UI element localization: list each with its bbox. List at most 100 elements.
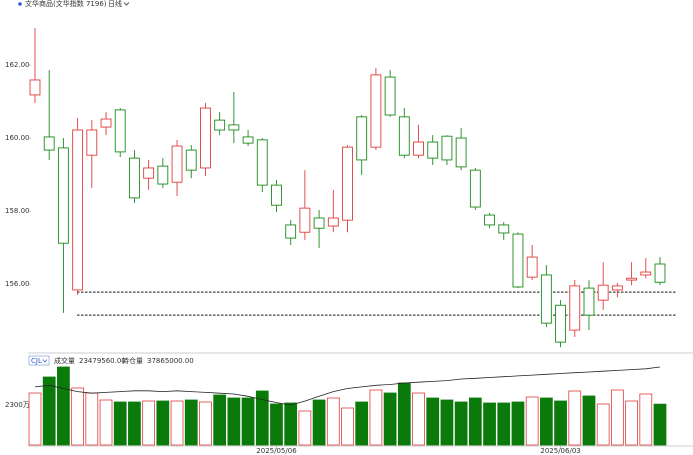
candle-body <box>299 207 311 233</box>
candle-body <box>555 304 566 343</box>
x-tick-label: 2025/06/03 <box>540 447 580 455</box>
volume-bar <box>454 401 468 446</box>
candle-body <box>43 136 55 151</box>
volume-bar <box>270 403 283 446</box>
candle-body <box>285 224 297 239</box>
volume-bar <box>440 399 454 446</box>
candle-body <box>327 217 339 227</box>
candle-body <box>100 118 112 128</box>
volume-bar <box>241 397 255 446</box>
volume-bar <box>596 403 610 446</box>
indicator-arrow[interactable] <box>42 359 48 363</box>
candle-body <box>540 274 552 324</box>
candle-body <box>398 116 410 156</box>
volume-bar <box>369 389 383 446</box>
volume-bar <box>199 401 212 446</box>
candle-body <box>228 124 240 131</box>
volume-bar <box>539 397 553 446</box>
volume-bar <box>255 390 269 446</box>
volume-bar <box>298 410 312 446</box>
volume-bar <box>582 395 596 446</box>
candle-body <box>526 256 538 278</box>
candle-body <box>114 109 126 153</box>
volume-bar <box>42 376 56 446</box>
volume-bar <box>525 396 539 446</box>
candle-body <box>29 79 41 96</box>
candle-body <box>654 263 666 283</box>
candle-body <box>271 184 282 206</box>
volume-bar <box>142 400 156 446</box>
candle-body <box>427 141 439 159</box>
volume-bar <box>383 392 397 446</box>
volume-bar <box>284 402 298 446</box>
candle-body <box>597 284 609 301</box>
candle-body <box>157 165 169 185</box>
period[interactable]: 日线 <box>108 0 122 8</box>
candle-body <box>72 129 84 291</box>
candle-body <box>583 287 595 316</box>
volume-bar <box>99 399 113 446</box>
candle-body <box>455 137 467 168</box>
candle-body <box>313 217 325 229</box>
candle-body <box>611 285 623 291</box>
volume-bar <box>639 393 653 446</box>
volume-bar <box>85 392 99 446</box>
candle-body <box>214 119 226 131</box>
volume-bar <box>468 397 482 446</box>
volume-bar <box>312 399 326 446</box>
candle-body <box>484 214 495 226</box>
candle-body <box>626 277 638 281</box>
candle-body <box>498 224 510 234</box>
volume-bar <box>554 400 567 446</box>
volume-bar <box>568 390 582 446</box>
volume-bar <box>113 401 127 446</box>
chart-title: 文华商品(文华指数 7196) <box>25 0 107 8</box>
candle-body <box>200 107 211 169</box>
volume-bar <box>355 401 369 446</box>
volume-bar <box>426 397 440 446</box>
volume-bar <box>611 389 624 446</box>
open-interest-line <box>34 366 661 406</box>
volume-bar <box>57 366 70 446</box>
volume-bar <box>28 392 42 446</box>
candle-body <box>413 141 424 156</box>
volume-bar <box>326 397 340 446</box>
candle-body <box>356 116 368 161</box>
volume-bar <box>170 400 184 446</box>
candle-body <box>441 135 453 161</box>
volume-bar <box>653 403 667 446</box>
volume-bar <box>412 392 425 446</box>
volume-bar <box>213 394 227 446</box>
volume-bar <box>71 387 84 446</box>
indicator-box[interactable] <box>28 355 50 366</box>
volume-legend-label: 成交量 <box>54 356 75 365</box>
candle-body <box>640 271 652 276</box>
candle-body <box>469 169 481 208</box>
x-tick-label: 2025/05/06 <box>256 447 297 455</box>
candle-body <box>129 157 140 199</box>
volume-bar <box>497 402 511 446</box>
candle-body <box>370 74 382 148</box>
candle-body <box>512 233 524 288</box>
y-tick-label: 158.00 <box>5 207 30 215</box>
volume-bar <box>227 397 241 446</box>
candle-body <box>242 136 254 144</box>
title-dot <box>18 2 22 6</box>
y-tick-label: 156.00 <box>5 280 30 288</box>
volume-legend-value: 23479560.00 <box>79 357 126 365</box>
candle-body <box>256 139 268 186</box>
volume-bar <box>511 401 525 446</box>
candle-body <box>143 167 155 179</box>
volume-tick-label: 2300万 <box>5 401 30 409</box>
oi-legend-value: 37865000.00 <box>147 357 194 365</box>
indicator-name[interactable]: CJL <box>31 357 42 365</box>
volume-bar <box>483 402 496 446</box>
y-tick-label: 162.00 <box>5 61 30 69</box>
candle-body <box>171 145 183 183</box>
candle-body <box>569 285 581 331</box>
volume-bar <box>156 400 170 446</box>
volume-bar <box>341 407 354 446</box>
period-arrow[interactable] <box>123 2 130 6</box>
